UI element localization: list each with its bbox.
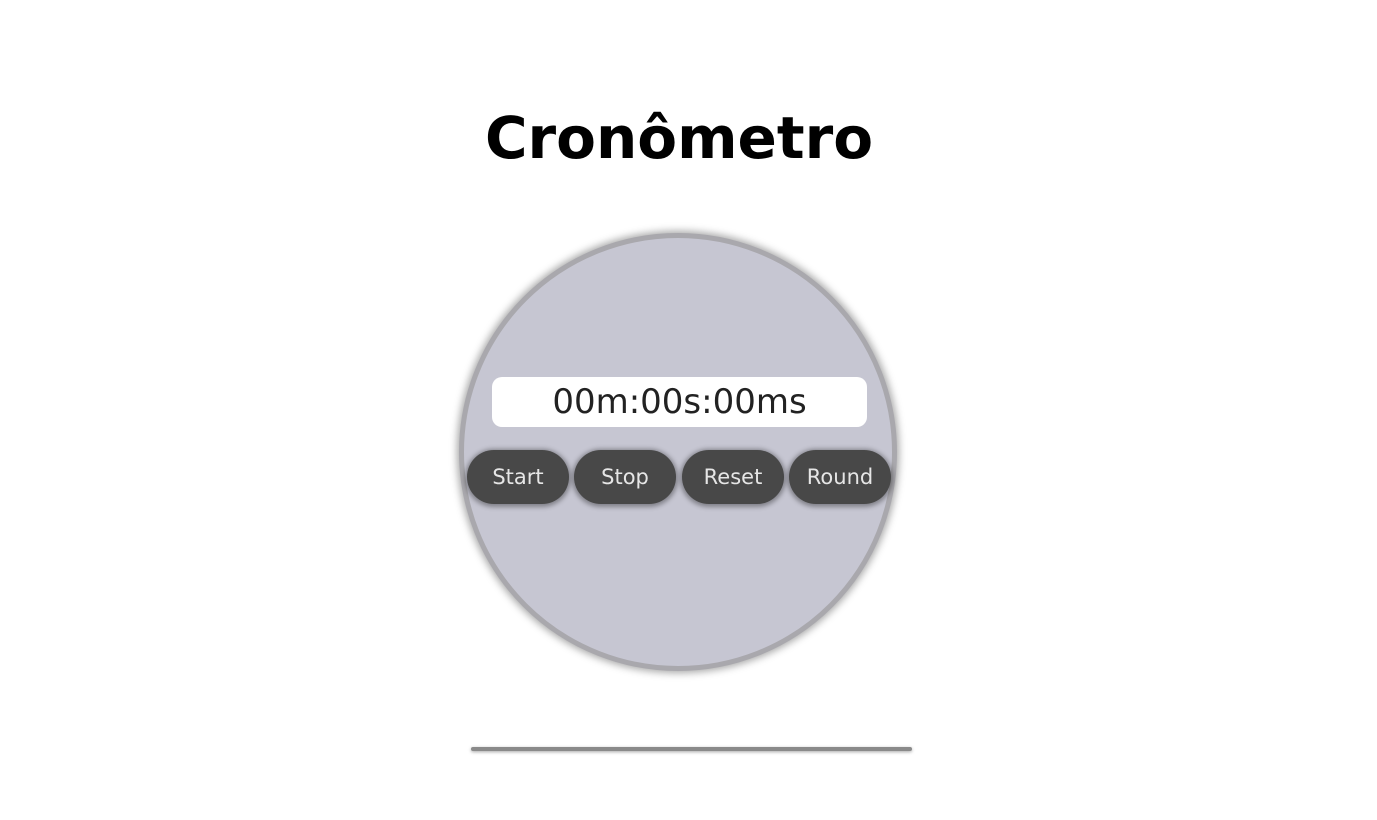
start-button[interactable]: Start <box>467 450 569 504</box>
round-button[interactable]: Round <box>789 450 891 504</box>
page-title: Cronômetro <box>484 104 874 172</box>
time-display: 00m:00s:00ms <box>492 377 867 427</box>
stop-button[interactable]: Stop <box>574 450 676 504</box>
rounds-divider <box>471 747 912 751</box>
reset-button[interactable]: Reset <box>682 450 784 504</box>
